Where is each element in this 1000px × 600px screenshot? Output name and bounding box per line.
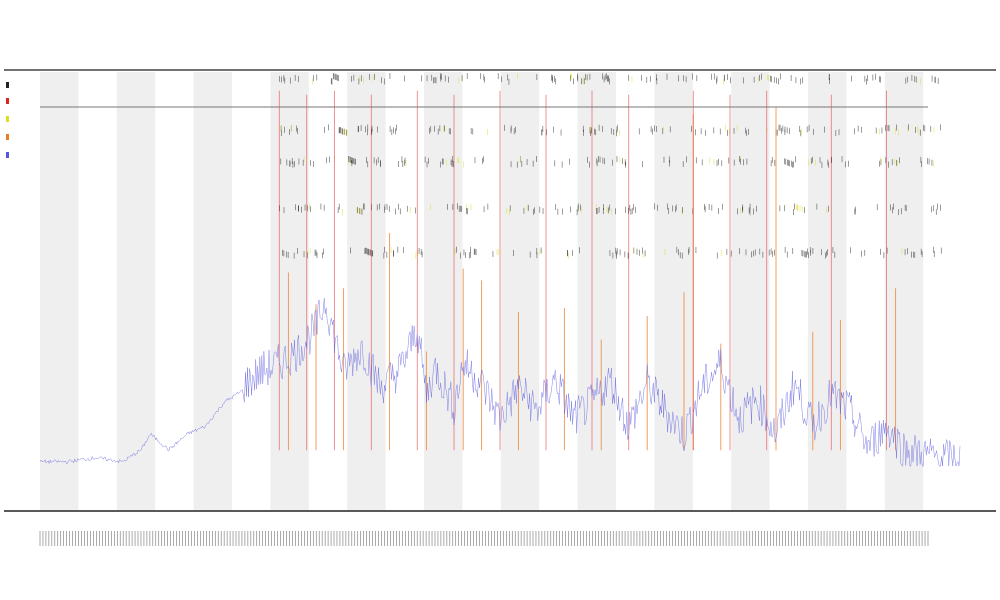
legend-swatch-yellow: [6, 116, 9, 122]
grey-band: [654, 72, 693, 510]
grey-band: [884, 72, 924, 510]
legend-swatch-blue: [6, 152, 9, 158]
grey-band: [40, 72, 79, 510]
grey-band: [500, 72, 540, 510]
grey-band: [347, 72, 386, 510]
x-tick-labels: [39, 531, 929, 546]
grey-band: [577, 72, 616, 510]
grey-band: [193, 72, 232, 510]
spikes-layer: [278, 90, 897, 451]
legend: [6, 82, 9, 158]
grey-band: [116, 72, 156, 510]
legend-swatch-red: [6, 98, 9, 104]
grey-band: [270, 72, 309, 510]
tick-rows-layer: [278, 72, 942, 259]
baseline-layer: [39, 297, 961, 468]
legend-swatch-orange: [6, 134, 9, 140]
bands-layer: [40, 72, 924, 510]
baseline-line: [39, 297, 961, 468]
grey-band: [731, 72, 770, 510]
grey-band: [424, 72, 463, 510]
legend-swatch-black: [6, 82, 9, 88]
